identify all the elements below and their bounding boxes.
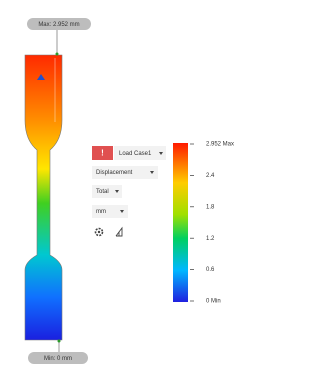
min-label: Min: 0 mm	[44, 356, 72, 362]
unit-text: mm	[96, 209, 106, 215]
specimen	[25, 55, 62, 340]
legend-color-bar	[173, 143, 188, 302]
component-text: Total	[96, 189, 109, 195]
gear-hub	[98, 231, 100, 233]
legend-label: 2.4	[206, 173, 215, 179]
graph-button[interactable]	[116, 228, 122, 236]
result-text: Displacement	[96, 170, 133, 176]
load-case-text: Load Case1	[119, 151, 152, 157]
legend-label: 1.2	[206, 236, 215, 242]
page: {"viewport": { "max_label": "Max: 2.952 …	[0, 0, 246, 371]
viewport: Max: 2.952 mm Min: 0 mm ! Load Case1 Dis…	[0, 0, 246, 371]
legend-label: 1.8	[206, 204, 215, 210]
max-point	[56, 53, 59, 56]
settings-button[interactable]	[96, 229, 103, 236]
warning-icon: !	[101, 149, 104, 158]
legend: 2.952 Max 2.4 1.8 1.2 0.6 0 Min	[190, 142, 234, 305]
legend-label: 0.6	[206, 267, 215, 273]
max-label: Max: 2.952 mm	[38, 22, 79, 28]
min-point	[58, 340, 61, 343]
load-case-control[interactable]: ! Load Case1	[92, 146, 166, 160]
legend-label: 2.952 Max	[206, 142, 234, 148]
legend-label: 0 Min	[206, 299, 221, 305]
